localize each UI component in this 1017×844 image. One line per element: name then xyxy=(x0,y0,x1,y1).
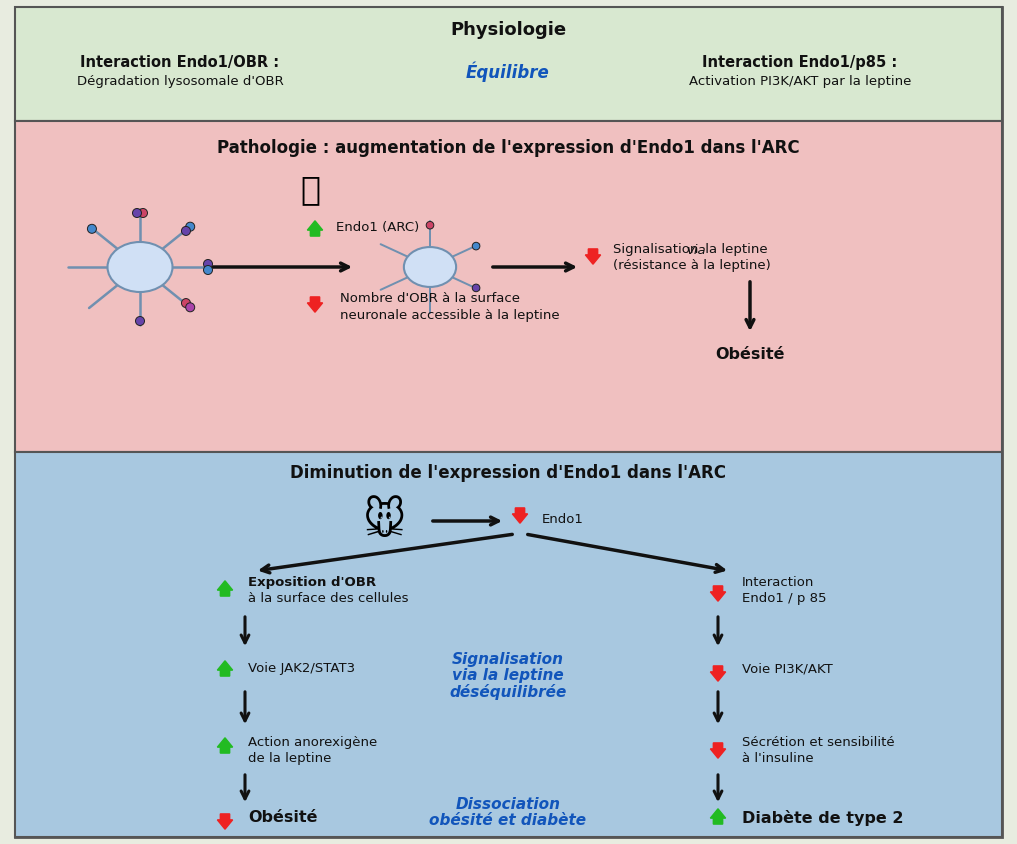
Text: Activation PI3K/AKT par la leptine: Activation PI3K/AKT par la leptine xyxy=(689,75,911,89)
Circle shape xyxy=(472,243,480,251)
Text: à l'insuline: à l'insuline xyxy=(742,752,814,765)
Text: Dégradation lysosomale d'OBR: Dégradation lysosomale d'OBR xyxy=(76,75,284,89)
Text: Pathologie : augmentation de l'expression d'Endo1 dans l'ARC: Pathologie : augmentation de l'expressio… xyxy=(217,138,799,157)
Text: (résistance à la leptine): (résistance à la leptine) xyxy=(613,259,771,272)
FancyArrow shape xyxy=(218,661,233,676)
Text: Action anorexigène: Action anorexigène xyxy=(248,736,377,749)
Text: Voie PI3K/AKT: Voie PI3K/AKT xyxy=(742,662,833,674)
Text: Équilibre: Équilibre xyxy=(466,62,550,82)
FancyArrow shape xyxy=(710,666,726,681)
FancyBboxPatch shape xyxy=(15,122,1002,452)
Text: 🐭: 🐭 xyxy=(363,500,407,543)
Ellipse shape xyxy=(108,243,173,293)
Text: Interaction Endo1/OBR :: Interaction Endo1/OBR : xyxy=(80,54,280,69)
Text: Endo1 / p 85: Endo1 / p 85 xyxy=(742,592,827,605)
Text: Physiologie: Physiologie xyxy=(450,21,566,39)
Text: Interaction: Interaction xyxy=(742,576,815,589)
Text: Obésité: Obésité xyxy=(715,347,785,362)
FancyArrow shape xyxy=(307,221,322,237)
Circle shape xyxy=(132,209,141,219)
FancyBboxPatch shape xyxy=(15,8,1002,837)
Circle shape xyxy=(186,304,194,312)
Text: la leptine: la leptine xyxy=(701,243,768,257)
Text: 🍔: 🍔 xyxy=(300,173,320,206)
FancyBboxPatch shape xyxy=(15,452,1002,837)
Text: Sécrétion et sensibilité: Sécrétion et sensibilité xyxy=(742,736,895,749)
Text: obésité et diabète: obésité et diabète xyxy=(429,813,587,827)
Circle shape xyxy=(472,284,480,292)
Text: Exposition d'OBR: Exposition d'OBR xyxy=(248,576,376,589)
FancyArrow shape xyxy=(218,814,233,829)
Text: Voie JAK2/STAT3: Voie JAK2/STAT3 xyxy=(248,662,355,674)
FancyArrow shape xyxy=(513,508,528,523)
FancyBboxPatch shape xyxy=(15,8,1002,122)
Text: via la leptine: via la leptine xyxy=(453,668,563,683)
Text: via: via xyxy=(686,243,706,257)
Text: Nombre d'OBR à la surface: Nombre d'OBR à la surface xyxy=(340,292,520,306)
Circle shape xyxy=(181,227,190,236)
FancyArrow shape xyxy=(710,809,726,824)
Text: Diminution de l'expression d'Endo1 dans l'ARC: Diminution de l'expression d'Endo1 dans … xyxy=(290,463,726,481)
FancyArrow shape xyxy=(586,250,601,265)
FancyArrow shape xyxy=(218,582,233,597)
Text: Dissociation: Dissociation xyxy=(456,797,560,812)
Text: neuronale accessible à la leptine: neuronale accessible à la leptine xyxy=(340,309,559,322)
Circle shape xyxy=(181,300,190,308)
Circle shape xyxy=(203,266,213,275)
Circle shape xyxy=(138,209,147,219)
Text: à la surface des cellules: à la surface des cellules xyxy=(248,592,409,605)
Text: Diabète de type 2: Diabète de type 2 xyxy=(742,809,903,825)
Circle shape xyxy=(203,260,213,269)
Text: Endo1 (ARC): Endo1 (ARC) xyxy=(336,221,419,235)
FancyArrow shape xyxy=(710,743,726,758)
Ellipse shape xyxy=(404,248,457,288)
Text: Signalisation: Signalisation xyxy=(613,243,703,257)
Text: déséquilibrée: déséquilibrée xyxy=(450,683,566,699)
Text: Interaction Endo1/p85 :: Interaction Endo1/p85 : xyxy=(703,54,898,69)
Circle shape xyxy=(426,222,434,230)
Circle shape xyxy=(186,223,194,232)
FancyArrow shape xyxy=(710,587,726,602)
FancyArrow shape xyxy=(307,298,322,313)
Text: Obésité: Obésité xyxy=(248,809,317,825)
Text: Signalisation: Signalisation xyxy=(452,652,564,667)
Circle shape xyxy=(135,317,144,326)
Text: de la leptine: de la leptine xyxy=(248,752,332,765)
FancyArrow shape xyxy=(218,738,233,753)
Text: Endo1: Endo1 xyxy=(542,513,584,526)
Circle shape xyxy=(87,225,97,234)
